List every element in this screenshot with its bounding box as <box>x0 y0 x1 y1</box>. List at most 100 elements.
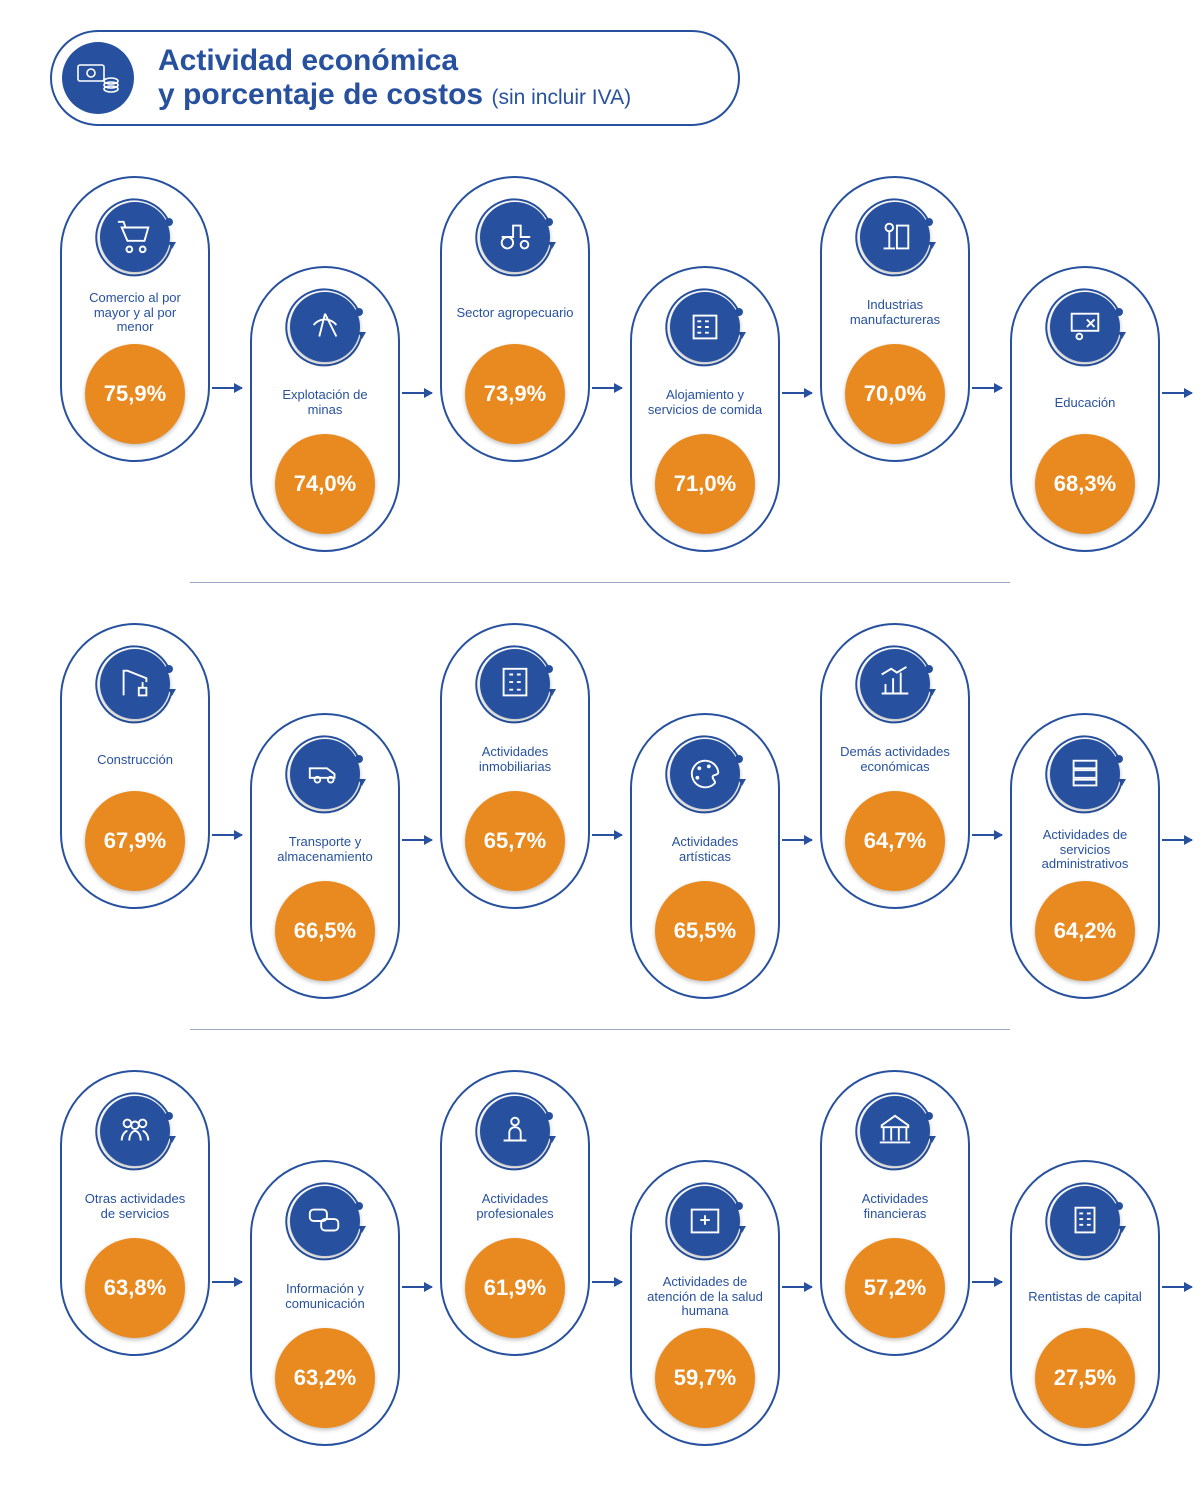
row-divider <box>190 1029 1010 1030</box>
row-2: Construcción 67,9% Transporte y almacena… <box>50 623 1150 999</box>
title-line-1: Actividad económica <box>158 44 458 77</box>
activity-label: Actividades financieras <box>832 1184 958 1230</box>
activity-card: Actividades inmobiliarias 65,7% <box>440 623 590 999</box>
icon-wrap <box>850 639 940 729</box>
chat-bubbles-icon <box>290 1186 360 1256</box>
activity-card: Actividades de servicios administrativos… <box>1010 713 1160 999</box>
connector-arrow <box>402 1286 432 1288</box>
icon-wrap <box>850 192 940 282</box>
connector-arrow <box>592 1281 622 1283</box>
connector-arrow <box>402 392 432 394</box>
palette-icon <box>670 739 740 809</box>
activity-card: Actividades financieras 57,2% <box>820 1070 970 1446</box>
activity-card: Construcción 67,9% <box>60 623 210 999</box>
activity-card: Educación 68,3% <box>1010 266 1160 552</box>
capsule: Actividades artísticas 65,5% <box>630 713 780 999</box>
money-stack-icon <box>62 42 134 114</box>
percentage-badge: 75,9% <box>85 344 185 444</box>
activity-label: Industrias manufactureras <box>832 290 958 336</box>
connector-arrow <box>782 839 812 841</box>
icon-wrap <box>1040 729 1130 819</box>
activity-label: Explotación de minas <box>262 380 388 426</box>
activity-label: Otras actividades de servicios <box>72 1184 198 1230</box>
building-food-icon <box>670 292 740 362</box>
activity-label: Actividades de servicios administrativos <box>1022 827 1148 873</box>
percentage-badge: 71,0% <box>655 434 755 534</box>
connector-arrow <box>212 1281 242 1283</box>
capsule: Transporte y almacenamiento 66,5% <box>250 713 400 999</box>
percentage-badge: 64,7% <box>845 791 945 891</box>
icon-wrap <box>90 1086 180 1176</box>
percentage-badge: 63,2% <box>275 1328 375 1428</box>
activity-label: Actividades artísticas <box>642 827 768 873</box>
connector-arrow <box>592 387 622 389</box>
capsule: Actividades de servicios administrativos… <box>1010 713 1160 999</box>
activity-card: Alojamiento y servicios de comida 71,0% <box>630 266 780 552</box>
hospital-icon <box>670 1186 740 1256</box>
icon-wrap <box>1040 1176 1130 1266</box>
activity-card: Explotación de minas 74,0% <box>250 266 400 552</box>
percentage-badge: 65,5% <box>655 881 755 981</box>
people-group-icon <box>100 1096 170 1166</box>
capsule: Sector agropecuario 73,9% <box>440 176 590 462</box>
percentage-badge: 27,5% <box>1035 1328 1135 1428</box>
icon-wrap <box>90 192 180 282</box>
percentage-badge: 57,2% <box>845 1238 945 1338</box>
header-subtitle: (sin incluir IVA) <box>491 86 631 109</box>
server-rack-icon <box>1050 739 1120 809</box>
connector-arrow <box>212 834 242 836</box>
activity-label: Información y comunicación <box>262 1274 388 1320</box>
connector-arrow <box>782 392 812 394</box>
capsule: Actividades de atención de la salud huma… <box>630 1160 780 1446</box>
teacher-board-icon <box>1050 292 1120 362</box>
van-icon <box>290 739 360 809</box>
percentage-badge: 64,2% <box>1035 881 1135 981</box>
capsule: Explotación de minas 74,0% <box>250 266 400 552</box>
activity-label: Alojamiento y servicios de comida <box>642 380 768 426</box>
percentage-badge: 67,9% <box>85 791 185 891</box>
row-divider <box>190 582 1010 583</box>
activity-label: Actividades de atención de la salud huma… <box>642 1274 768 1320</box>
activity-card: Otras actividades de servicios 63,8% <box>60 1070 210 1446</box>
percentage-badge: 59,7% <box>655 1328 755 1428</box>
activity-card: Transporte y almacenamiento 66,5% <box>250 713 400 999</box>
percentage-badge: 63,8% <box>85 1238 185 1338</box>
connector-arrow <box>212 387 242 389</box>
connector-arrow <box>1162 1286 1192 1288</box>
capsule: Alojamiento y servicios de comida 71,0% <box>630 266 780 552</box>
activity-label: Comercio al por mayor y al por menor <box>72 290 198 336</box>
icon-wrap <box>660 729 750 819</box>
activity-card: Industrias manufactureras 70,0% <box>820 176 970 552</box>
activity-card: Actividades profesionales 61,9% <box>440 1070 590 1446</box>
activity-label: Educación <box>1051 380 1120 426</box>
icon-wrap <box>280 1176 370 1266</box>
apartment-icon <box>480 649 550 719</box>
connector-arrow <box>972 1281 1002 1283</box>
activity-card: Rentistas de capital 27,5% <box>1010 1160 1160 1446</box>
icon-wrap <box>470 192 560 282</box>
capsule: Actividades profesionales 61,9% <box>440 1070 590 1356</box>
connector-arrow <box>1162 839 1192 841</box>
activity-card: Demás actividades económicas 64,7% <box>820 623 970 999</box>
percentage-badge: 61,9% <box>465 1238 565 1338</box>
activity-label: Actividades profesionales <box>452 1184 578 1230</box>
factory-worker-icon <box>860 202 930 272</box>
icon-wrap <box>90 639 180 729</box>
tractor-icon <box>480 202 550 272</box>
connector-arrow <box>782 1286 812 1288</box>
icon-wrap <box>850 1086 940 1176</box>
activity-label: Rentistas de capital <box>1024 1274 1145 1320</box>
row-3: Otras actividades de servicios 63,8% Inf… <box>50 1070 1150 1446</box>
activity-card: Comercio al por mayor y al por menor 75,… <box>60 176 210 552</box>
activity-card: Información y comunicación 63,2% <box>250 1160 400 1446</box>
activity-label: Sector agropecuario <box>452 290 577 336</box>
capsule: Demás actividades económicas 64,7% <box>820 623 970 909</box>
capsule: Actividades financieras 57,2% <box>820 1070 970 1356</box>
percentage-badge: 66,5% <box>275 881 375 981</box>
connector-arrow <box>1162 392 1192 394</box>
percentage-badge: 74,0% <box>275 434 375 534</box>
percentage-badge: 68,3% <box>1035 434 1135 534</box>
connector-arrow <box>592 834 622 836</box>
capsule: Educación 68,3% <box>1010 266 1160 552</box>
crane-icon <box>100 649 170 719</box>
